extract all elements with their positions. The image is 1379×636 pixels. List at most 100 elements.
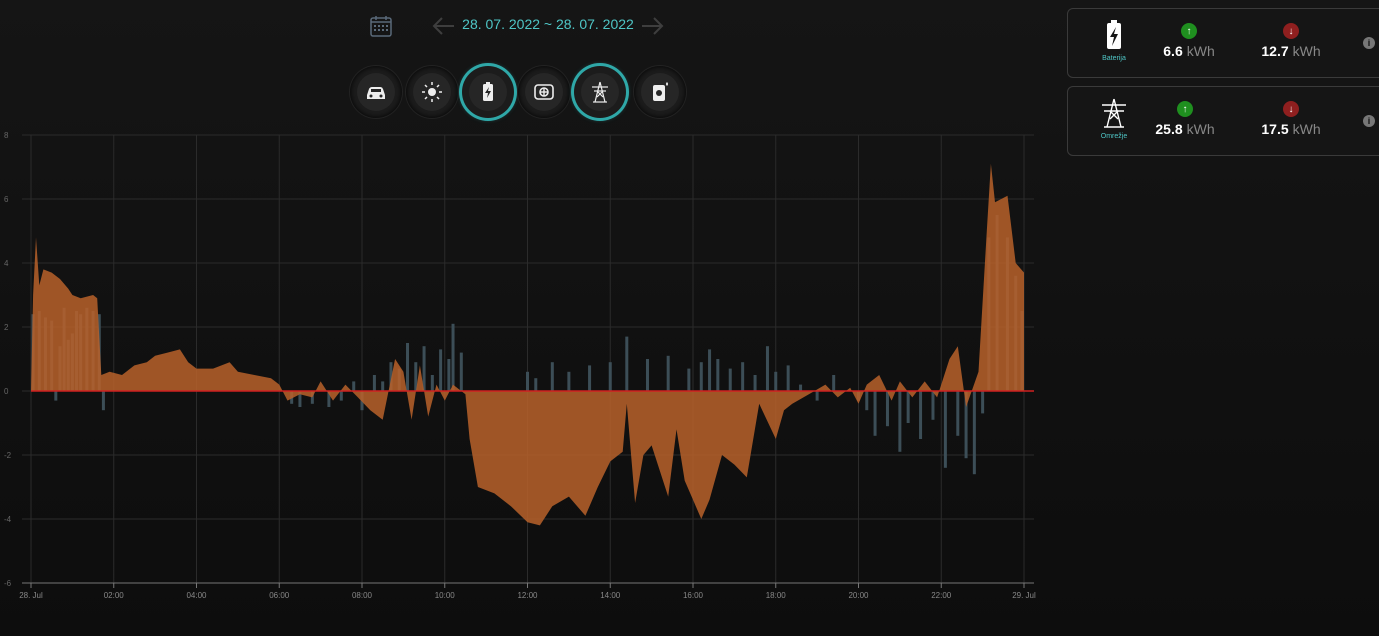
bar <box>873 391 877 436</box>
x-tick-label: 29. Jul <box>1012 591 1036 600</box>
bar <box>964 391 968 459</box>
bar <box>310 391 314 404</box>
x-tick-label: 10:00 <box>435 591 456 600</box>
arrow-up-icon: ↑ <box>1177 101 1193 117</box>
bar <box>774 371 778 391</box>
car-icon <box>367 87 385 99</box>
bar <box>699 362 703 391</box>
x-tick-label: 12:00 <box>517 591 538 600</box>
battery-discharged-unit: kWh <box>1292 43 1321 59</box>
bar <box>815 391 819 401</box>
bar <box>550 362 554 391</box>
y-tick-label: 6 <box>4 195 9 204</box>
bar <box>567 371 571 391</box>
bar <box>430 375 434 391</box>
heater-button[interactable] <box>634 66 686 118</box>
bar <box>865 391 869 411</box>
bar <box>439 349 443 391</box>
arrow-right-icon[interactable] <box>638 12 666 40</box>
consumption-button[interactable] <box>518 66 570 118</box>
bar <box>786 365 790 391</box>
meter-icon <box>534 84 554 100</box>
x-tick-label: 06:00 <box>269 591 290 600</box>
y-tick-label: -4 <box>4 515 12 524</box>
bar <box>526 371 529 391</box>
bar <box>765 346 769 391</box>
y-tick-label: 8 <box>4 131 9 140</box>
battery-discharged: ↓ 12.7 kWh <box>1246 23 1336 61</box>
bar <box>919 391 923 439</box>
grid-card-label: Omrežje <box>1100 133 1128 140</box>
bar <box>451 323 455 391</box>
info-icon[interactable]: i <box>1363 37 1375 49</box>
x-tick-label: 20:00 <box>848 591 869 600</box>
bar <box>447 359 451 391</box>
bar <box>352 381 356 391</box>
y-tick-label: 0 <box>4 387 9 396</box>
bar <box>327 391 331 407</box>
x-tick-label: 02:00 <box>104 591 125 600</box>
battery-icon <box>1107 20 1121 49</box>
bar <box>906 391 910 423</box>
grid-button[interactable] <box>574 66 626 118</box>
bar <box>708 349 712 391</box>
date-range-label[interactable]: 28. 07. 2022 ~ 28. 07. 2022 <box>462 16 634 32</box>
x-axis: 28. Jul 02:00 04:00 06:00 08:00 10:00 12:00 14:… <box>19 582 1036 600</box>
arrow-down-icon: ↓ <box>1283 23 1299 39</box>
x-tick-label: 14:00 <box>600 591 621 600</box>
bar <box>799 384 803 391</box>
bar <box>753 375 757 391</box>
bar <box>931 391 935 420</box>
bar <box>588 365 592 391</box>
bar <box>625 336 629 391</box>
boiler-icon <box>653 82 668 101</box>
calendar-icon[interactable] <box>368 13 394 39</box>
grid-imported-value: 25.8 <box>1155 121 1183 137</box>
grid-imported-unit: kWh <box>1186 121 1215 137</box>
series-area <box>31 163 1024 526</box>
battery-button[interactable] <box>462 66 514 118</box>
power-tower-icon <box>1102 98 1126 128</box>
bar <box>372 375 376 391</box>
x-tick-label: 08:00 <box>352 591 373 600</box>
bar <box>422 346 426 391</box>
energy-chart: 8 6 4 2 0 -2 -4 -6 28. Jul 02:00 04:00 06:00 08:00 1… <box>4 131 1036 600</box>
bar <box>406 343 410 391</box>
bar <box>101 391 105 411</box>
car-button[interactable] <box>350 66 402 118</box>
x-tick-label: 16:00 <box>683 591 704 600</box>
y-tick-label: -2 <box>4 451 12 460</box>
battery-charged-value: 6.6 <box>1163 43 1183 59</box>
solar-button[interactable] <box>406 66 458 118</box>
bar <box>339 391 343 401</box>
bar <box>608 362 612 391</box>
bar <box>943 391 947 468</box>
grid-exported-unit: kWh <box>1292 121 1321 137</box>
grid-card: Omrežje ↑ 25.8 kWh ↓ 17.5 kWh i <box>1067 86 1379 156</box>
bar <box>716 359 720 391</box>
arrow-left-icon[interactable] <box>430 12 458 40</box>
bar <box>459 352 463 391</box>
grid-imported: ↑ 25.8 kWh <box>1140 101 1230 139</box>
bar <box>389 362 393 391</box>
info-icon[interactable]: i <box>1363 115 1375 127</box>
y-tick-label: -6 <box>4 579 12 588</box>
bar <box>666 355 670 391</box>
y-tick-label: 4 <box>4 259 9 268</box>
bar <box>645 359 649 391</box>
y-tick-label: 2 <box>4 323 9 332</box>
x-tick-label: 22:00 <box>931 591 952 600</box>
x-tick-label: 04:00 <box>186 591 207 600</box>
battery-charged-unit: kWh <box>1186 43 1215 59</box>
bar <box>414 362 418 391</box>
x-tick-label: 18:00 <box>766 591 787 600</box>
bar <box>381 381 385 391</box>
arrow-up-icon: ↑ <box>1181 23 1197 39</box>
battery-charged: ↑ 6.6 kWh <box>1144 23 1234 61</box>
arrow-down-icon: ↓ <box>1283 101 1299 117</box>
grid-exported-value: 17.5 <box>1261 121 1289 137</box>
bar <box>885 391 889 427</box>
bar <box>956 391 960 436</box>
battery-discharged-value: 12.7 <box>1261 43 1289 59</box>
grid-exported: ↓ 17.5 kWh <box>1246 101 1336 139</box>
